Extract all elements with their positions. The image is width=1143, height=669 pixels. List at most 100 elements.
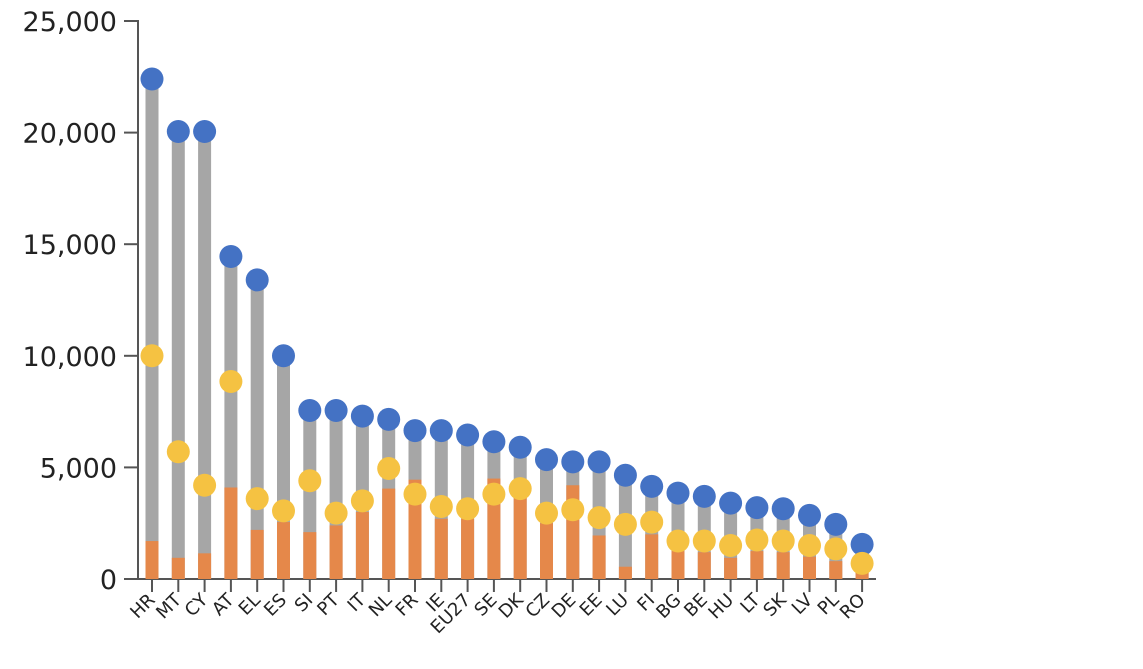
point-high-cy <box>193 119 217 143</box>
bar-low-mt <box>171 557 185 579</box>
point-mid-si <box>298 469 322 493</box>
point-high-lu <box>613 463 637 487</box>
bar-low-ro <box>855 572 869 579</box>
point-high-hr <box>140 67 164 91</box>
bar-low-be <box>697 552 711 579</box>
x-tick-label: LT <box>736 589 765 618</box>
point-high-cz <box>535 448 558 472</box>
bar-low-lu <box>618 566 632 579</box>
x-tick-label: SI <box>291 590 318 617</box>
x-tick-label: HU <box>704 590 738 624</box>
point-high-es <box>272 344 295 368</box>
point-high-ee <box>587 450 611 474</box>
bar-low-pt <box>329 525 343 579</box>
x-tick-label: PT <box>313 589 344 620</box>
bar-low-cz <box>540 523 553 579</box>
x-tick-label: IT <box>344 589 371 616</box>
bar-low-dk <box>513 497 527 579</box>
point-mid-lv <box>798 534 821 558</box>
point-high-fr <box>403 419 427 443</box>
x-tick-label: SK <box>759 589 791 621</box>
y-tick-label: 20,000 <box>23 119 117 150</box>
point-high-lv <box>798 503 821 527</box>
point-high-be <box>692 484 716 508</box>
point-mid-ro <box>850 551 874 575</box>
y-tick-label: 5,000 <box>40 453 117 484</box>
bar-low-ie <box>434 518 448 579</box>
point-mid-pl <box>824 537 848 561</box>
bar-low-ee <box>592 535 606 579</box>
bar-low-at <box>224 487 238 579</box>
point-mid-cz <box>535 501 558 525</box>
bar-range-cy <box>198 131 212 579</box>
y-axis: 0 5,000 10,000 15,000 20,000 25,000 <box>23 7 139 596</box>
point-mid-mt <box>166 440 190 464</box>
point-high-at <box>219 244 243 268</box>
bar-low-pl <box>829 561 843 579</box>
point-mid-es <box>272 499 295 523</box>
bar-low-nl <box>382 488 396 579</box>
point-high-pl <box>824 512 848 536</box>
bar-range-mt <box>171 131 185 579</box>
bar-low-it <box>355 512 369 579</box>
bar-low-sk <box>776 552 790 579</box>
point-high-mt <box>166 119 190 143</box>
bar-low-lv <box>803 556 816 579</box>
point-high-pt <box>324 398 348 422</box>
point-high-eu27 <box>456 423 480 447</box>
x-tick-label: ES <box>260 590 291 621</box>
point-mid-de <box>561 498 585 522</box>
bar-low-eu27 <box>461 518 475 579</box>
point-mid-cy <box>193 473 217 497</box>
point-high-fi <box>640 474 664 498</box>
bar-low-hu <box>724 557 738 579</box>
bar-low-el <box>250 529 264 579</box>
point-mid-lt <box>745 528 769 552</box>
point-high-lt <box>745 496 769 520</box>
y-tick-label: 0 <box>100 565 117 596</box>
point-mid-nl <box>377 457 401 481</box>
bar-low-lt <box>750 551 764 579</box>
point-high-de <box>561 450 585 474</box>
y-tick-label: 15,000 <box>23 230 117 261</box>
point-mid-se <box>482 482 506 506</box>
point-mid-fi <box>640 510 664 534</box>
point-high-ro <box>850 532 874 556</box>
point-mid-eu27 <box>456 497 480 521</box>
bar-low-si <box>303 532 317 579</box>
x-tick-label: RO <box>836 590 870 624</box>
point-mid-bg <box>666 529 690 553</box>
point-mid-dk <box>508 477 532 501</box>
plot-area <box>140 67 874 580</box>
point-high-se <box>482 430 506 454</box>
point-mid-pt <box>324 501 348 525</box>
point-mid-fr <box>403 482 427 506</box>
bar-low-hr <box>145 541 159 579</box>
point-high-hu <box>719 491 743 515</box>
bar-low-fi <box>645 534 659 579</box>
point-mid-el <box>245 487 269 511</box>
point-high-sk <box>771 497 795 521</box>
point-mid-ie <box>429 494 453 518</box>
bar-low-bg <box>671 551 685 579</box>
point-high-si <box>298 398 322 422</box>
point-mid-at <box>219 369 243 393</box>
point-high-nl <box>377 407 401 431</box>
y-tick-label: 10,000 <box>23 342 117 373</box>
point-high-bg <box>666 481 690 505</box>
point-high-dk <box>508 435 532 459</box>
point-high-ie <box>429 419 453 443</box>
bar-low-es <box>277 522 290 579</box>
point-mid-ee <box>587 506 611 530</box>
point-mid-hu <box>719 534 743 558</box>
point-mid-sk <box>771 529 795 553</box>
x-tick-label: LU <box>602 590 633 621</box>
point-mid-lu <box>613 512 637 536</box>
point-mid-hr <box>140 344 164 368</box>
point-mid-be <box>692 529 716 553</box>
point-high-it <box>350 404 374 428</box>
x-tick-label: FR <box>392 590 423 621</box>
point-mid-it <box>350 489 374 513</box>
